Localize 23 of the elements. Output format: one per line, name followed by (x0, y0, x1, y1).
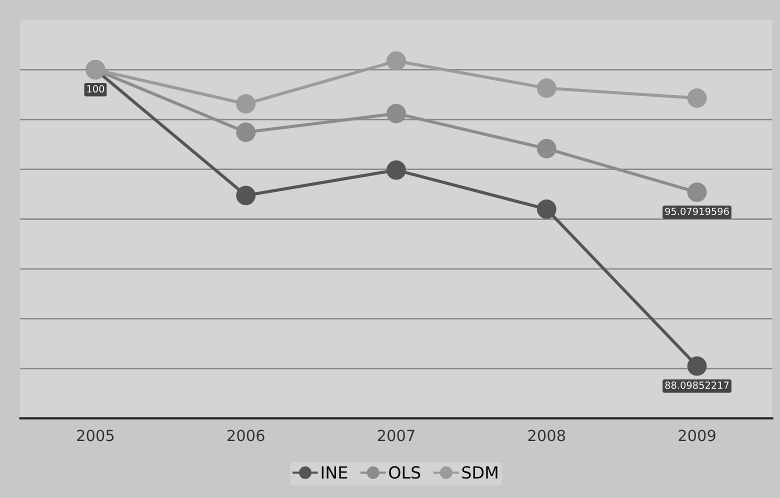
point (687, 88, 707, 108)
x-tick-label: 2006 (228, 430, 264, 442)
point (386, 104, 406, 124)
point (536, 138, 556, 158)
legend-label: OLS (389, 466, 420, 479)
point (236, 186, 256, 206)
point (236, 122, 256, 142)
legend-label: INE (322, 466, 348, 479)
x-tick-label: 2008 (528, 430, 566, 442)
point (536, 199, 556, 219)
point (386, 51, 406, 71)
point (236, 94, 256, 114)
point (536, 78, 556, 98)
point (386, 160, 406, 180)
x-tick-label: 2009 (678, 430, 716, 442)
data-label: 88.09852217 (665, 382, 729, 389)
point (687, 182, 707, 202)
data-label: 100 (87, 85, 104, 93)
x-tick-label: 2007 (378, 430, 414, 442)
legend-label: SDM (462, 466, 498, 479)
x-tick-label: 2005 (77, 430, 114, 442)
point (687, 356, 707, 376)
data-label: 95.07919596 (665, 208, 729, 216)
